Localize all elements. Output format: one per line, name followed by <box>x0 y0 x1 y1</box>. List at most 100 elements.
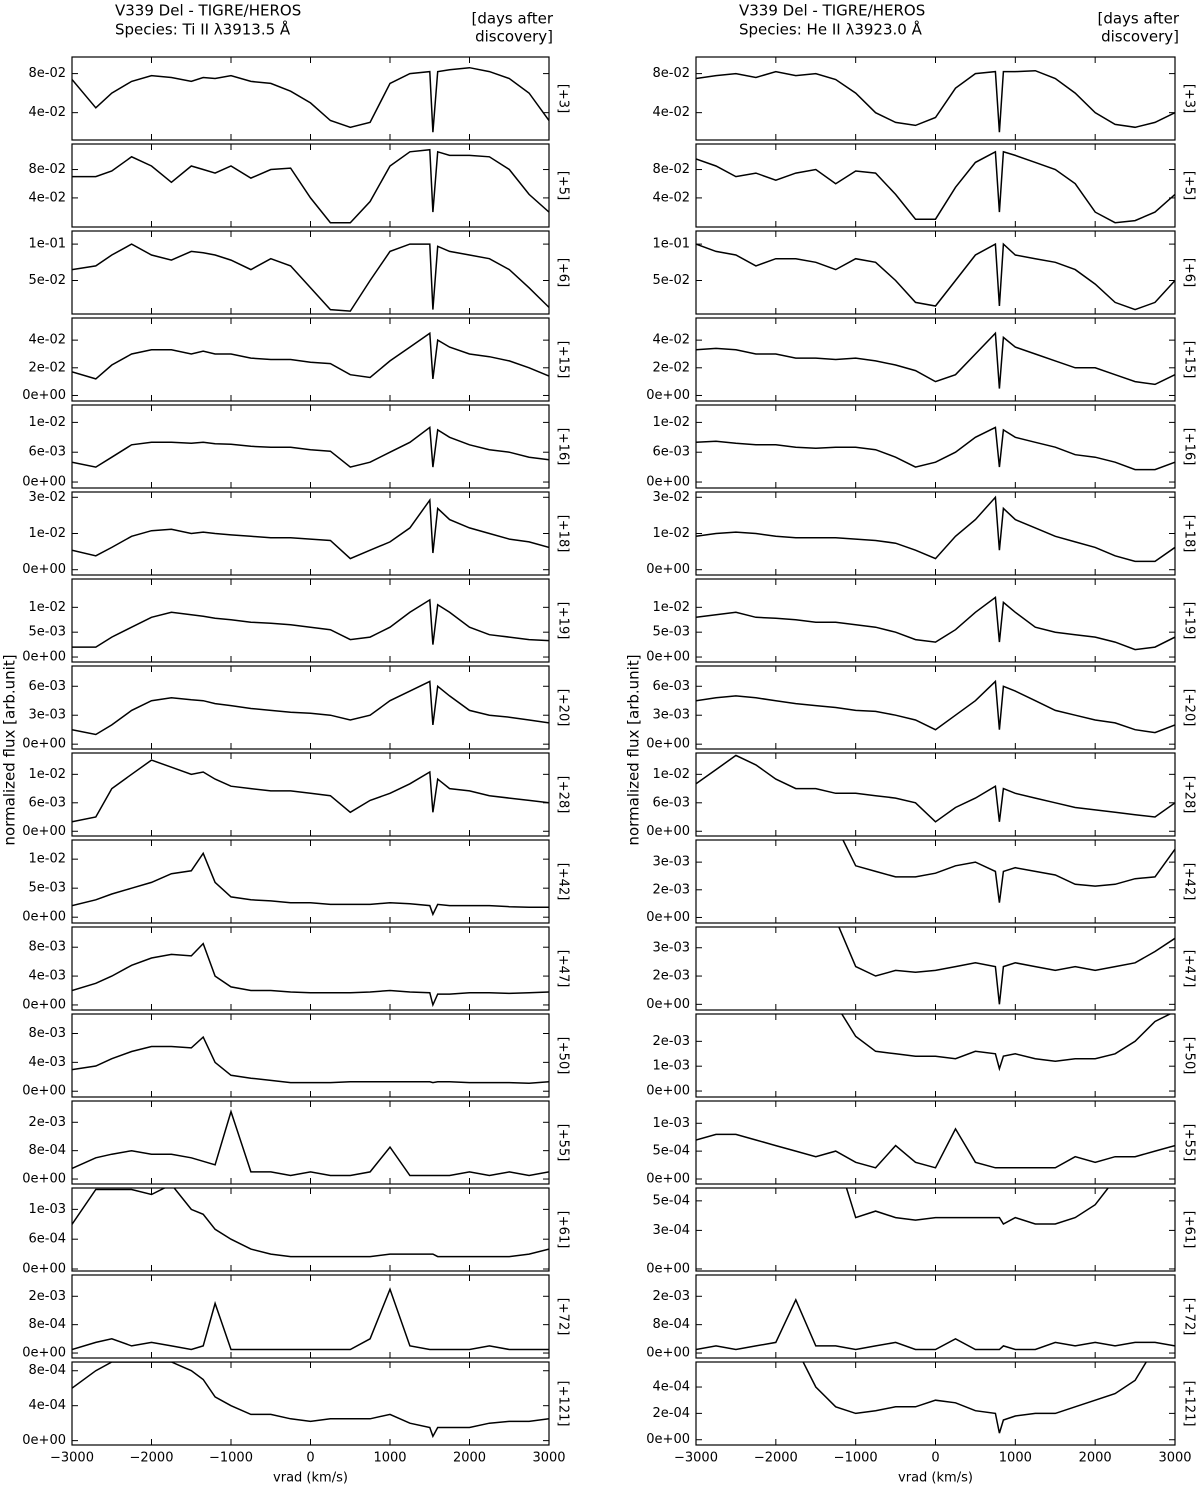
spectrum-line <box>696 150 1175 224</box>
panel-label: [+5] <box>1182 171 1197 200</box>
spectrum-line <box>696 679 1175 734</box>
y-tick-label: 1e-02 <box>652 600 690 615</box>
spectrum-line <box>72 759 549 823</box>
panel: 3e-02 1e-02 0e+00 [+18] <box>22 490 570 577</box>
y-tick-label: 8e-03 <box>28 1026 66 1041</box>
panel-label: [+19] <box>556 602 571 640</box>
panel-label: [+19] <box>1182 602 1197 640</box>
panel: 6e-03 3e-03 0e+00 [+20] <box>22 665 571 752</box>
panel-frame <box>71 752 550 837</box>
panel-label: [+3] <box>1182 84 1197 113</box>
y-tick-label: 0e+00 <box>22 1084 66 1099</box>
panel-label: [+72] <box>556 1298 571 1336</box>
panel: 1e-03 6e-04 0e+00 [+61] <box>22 1187 571 1277</box>
y-tick-label: 0e+00 <box>22 997 66 1012</box>
y-tick-label: 4e-02 <box>652 333 690 348</box>
y-tick-label: 2e-04 <box>652 1406 690 1421</box>
panel-label: [+42] <box>1182 863 1197 901</box>
panel-frame <box>695 1100 1176 1185</box>
y-tick-label: 8e-04 <box>28 1363 66 1378</box>
x-tick-label: −1000 <box>834 1451 878 1466</box>
panel-frame <box>71 317 550 402</box>
panel-frame <box>71 1100 550 1185</box>
panel: 1e-02 6e-03 0e+00 [+28] <box>22 752 571 839</box>
panel: 4e-02 2e-02 0e+00 [+15] <box>22 317 571 403</box>
panel-label: [+6] <box>1182 258 1197 287</box>
spectrum-line <box>696 69 1175 133</box>
y-tick-label: 0e+00 <box>646 562 690 577</box>
spectrum-line <box>72 851 549 917</box>
spectrum-line <box>72 1287 549 1351</box>
panel-frame <box>71 1013 550 1098</box>
x-tick-label: 1000 <box>373 1451 406 1466</box>
panel-label: [+72] <box>1182 1298 1197 1336</box>
spectrum-line <box>696 331 1175 389</box>
y-tick-label: 5e-02 <box>28 273 66 288</box>
y-tick-label: 0e+00 <box>22 910 66 925</box>
panel-frame <box>71 1274 550 1359</box>
y-tick-label: 1e-03 <box>652 1116 690 1131</box>
y-tick-label: 1e-01 <box>652 237 690 252</box>
spectrum-line <box>842 840 1175 903</box>
panel-frame <box>71 404 550 489</box>
y-tick-label: 0e+00 <box>22 650 66 665</box>
y-tick-label: 8e-02 <box>28 162 66 177</box>
y-tick-label: 0e+00 <box>646 475 690 490</box>
chart-title: V339 Del - TIGRE/HEROS <box>115 2 301 20</box>
panel: 8e-03 4e-03 0e+00 [+47] <box>22 926 571 1012</box>
panel-frame <box>695 1013 1176 1098</box>
y-tick-label: 5e-04 <box>652 1193 690 1208</box>
panel-frame <box>695 317 1176 402</box>
y-tick-label: 8e-02 <box>652 162 690 177</box>
panel: 1e-02 6e-03 0e+00 [+16] <box>22 404 571 490</box>
panel-label: [+3] <box>556 84 571 113</box>
y-tick-label: 0e+00 <box>646 824 690 839</box>
panel-frame <box>71 926 550 1011</box>
panel-label: [+20] <box>556 689 571 727</box>
panel-label: [+55] <box>556 1124 571 1162</box>
panel-label: [+18] <box>556 515 571 553</box>
spectrum-line <box>72 1362 549 1439</box>
y-tick-label: 8e-04 <box>652 1317 690 1332</box>
y-tick-label: 6e-03 <box>28 445 66 460</box>
y-tick-label: 1e-02 <box>652 767 690 782</box>
y-tick-label: 1e-03 <box>28 1202 66 1217</box>
y-tick-label: 4e-03 <box>28 969 66 984</box>
y-tick-label: 3e-03 <box>652 708 690 723</box>
panel: 1e-02 6e-03 0e+00 [+28] <box>646 752 1197 839</box>
panel-label: [+28] <box>1182 776 1197 814</box>
y-tick-label: 6e-04 <box>28 1232 66 1247</box>
panel-frame <box>71 491 550 576</box>
y-tick-label: 4e-02 <box>28 105 66 120</box>
y-axis-label: normalized flux [arb.unit] <box>1 654 19 845</box>
y-tick-label: 0e+00 <box>22 1346 66 1361</box>
panel-frame <box>71 665 550 750</box>
spectrum-line <box>696 495 1175 563</box>
spectrum-line <box>696 1297 1175 1351</box>
panel: 2e-03 8e-04 0e+00 [+72] <box>646 1274 1197 1361</box>
y-tick-label: 4e-03 <box>28 1055 66 1070</box>
y-tick-label: 3e-03 <box>652 855 690 870</box>
panel-label: [+121] <box>556 1381 571 1427</box>
panel-label: [+47] <box>1182 950 1197 988</box>
spectrum-line <box>696 242 1175 311</box>
panel-frame <box>695 1187 1176 1272</box>
days-label: discovery] <box>475 28 553 46</box>
y-tick-label: 2e-03 <box>28 1115 66 1130</box>
y-tick-label: 0e+00 <box>646 737 690 752</box>
spectrum-line <box>72 331 549 380</box>
y-tick-label: 0e+00 <box>646 1171 690 1186</box>
y-tick-label: 0e+00 <box>22 1262 66 1277</box>
y-tick-label: 6e-03 <box>652 445 690 460</box>
y-tick-label: 0e+00 <box>22 1433 66 1448</box>
y-tick-label: 8e-04 <box>28 1317 66 1332</box>
panel: 4e-04 2e-04 0e+00 [+121] <box>646 1361 1197 1447</box>
spectrum-line <box>72 598 549 648</box>
y-tick-label: 0e+00 <box>22 1172 66 1187</box>
y-tick-label: 0e+00 <box>22 388 66 403</box>
y-tick-label: 2e-03 <box>652 1034 690 1049</box>
panel-label: [+55] <box>1182 1124 1197 1162</box>
y-tick-label: 6e-03 <box>28 679 66 694</box>
y-tick-label: 5e-03 <box>28 625 66 640</box>
